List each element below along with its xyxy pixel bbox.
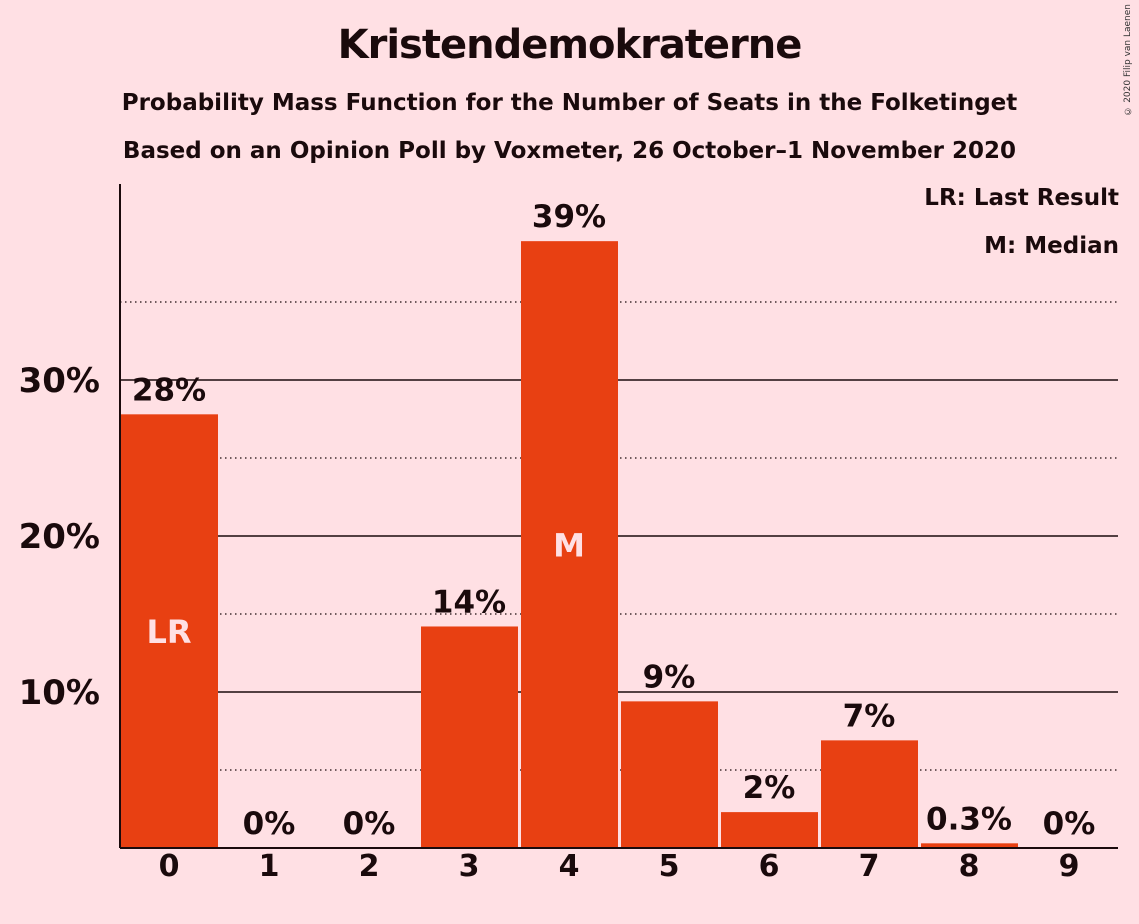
chart-subtitle: Probability Mass Function for the Number… bbox=[121, 90, 1018, 116]
data-label: 0% bbox=[343, 806, 396, 842]
data-label: 0.3% bbox=[926, 801, 1012, 837]
data-label: 0% bbox=[243, 806, 296, 842]
x-tick-label: 1 bbox=[259, 849, 280, 884]
bar-6 bbox=[721, 812, 818, 848]
chart-source-line: Based on an Opinion Poll by Voxmeter, 26… bbox=[122, 138, 1017, 164]
data-label: 7% bbox=[843, 698, 896, 734]
y-tick-label: 30% bbox=[19, 361, 100, 401]
legend-median: M: Median bbox=[984, 233, 1119, 259]
data-label: 28% bbox=[132, 372, 206, 408]
x-tick-label: 3 bbox=[459, 849, 480, 884]
x-tick-label: 6 bbox=[759, 849, 780, 884]
data-label: 14% bbox=[432, 584, 506, 620]
data-label: 2% bbox=[743, 770, 796, 806]
x-tick-label: 7 bbox=[859, 849, 880, 884]
x-tick-label: 5 bbox=[659, 849, 680, 884]
data-label: 0% bbox=[1043, 806, 1096, 842]
bar-4 bbox=[521, 241, 618, 848]
y-tick-label: 20% bbox=[19, 517, 100, 557]
x-tick-label: 0 bbox=[159, 849, 180, 884]
x-tick-label: 9 bbox=[1059, 849, 1080, 884]
bar-marker-lr: LR bbox=[146, 613, 191, 651]
x-tick-label: 4 bbox=[559, 849, 580, 884]
x-tick-label: 8 bbox=[959, 849, 980, 884]
bar-8 bbox=[921, 843, 1018, 848]
x-tick-label: 2 bbox=[359, 849, 380, 884]
bar-5 bbox=[621, 701, 718, 848]
legend-last-result: LR: Last Result bbox=[924, 185, 1119, 211]
bar-7 bbox=[821, 740, 918, 848]
bar-0 bbox=[121, 414, 218, 848]
chart-title: Kristendemokraterne bbox=[337, 22, 803, 68]
data-label: 9% bbox=[643, 659, 696, 695]
data-label: 39% bbox=[532, 199, 606, 235]
bar-marker-m: M bbox=[553, 527, 585, 565]
bar-3 bbox=[421, 626, 518, 848]
y-tick-label: 10% bbox=[19, 673, 100, 713]
